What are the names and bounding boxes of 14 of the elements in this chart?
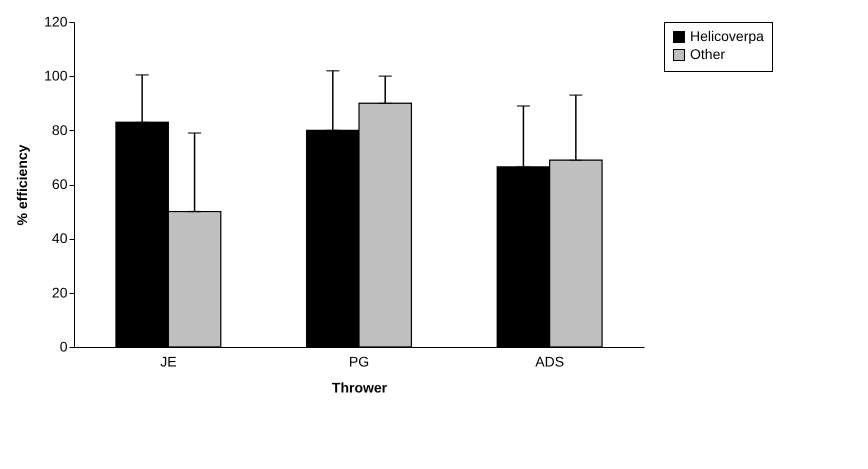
x-tick-label: PG [348,354,370,370]
x-tick-label: ADS [535,354,564,370]
y-axis-title: % efficiency [14,144,30,226]
y-tick-label: 20 [52,284,68,300]
y-tick-label: 0 [60,338,68,354]
y-tick-label: 80 [52,122,68,138]
y-tick-label: 120 [44,14,68,30]
legend-label: Helicoverpa [690,28,764,44]
x-axis-title: Thrower [332,380,388,396]
legend-label: Other [690,46,726,62]
y-tick-label: 60 [52,176,68,192]
y-tick-label: 100 [44,68,68,84]
y-tick-label: 40 [52,230,68,246]
x-tick-label: JE [160,354,177,370]
